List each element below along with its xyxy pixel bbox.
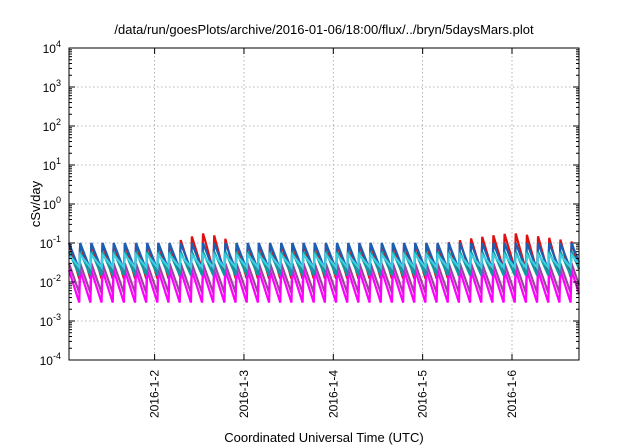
- y-tick-label: 104: [43, 39, 61, 56]
- chart-title: /data/run/goesPlots/archive/2016-01-06/1…: [114, 22, 534, 37]
- y-tick-label: 10-2: [40, 273, 61, 290]
- series-group: [67, 233, 581, 303]
- x-axis-label: Coordinated Universal Time (UTC): [224, 430, 423, 445]
- x-tick-label: 2016-1-4: [326, 370, 340, 418]
- x-axis-ticks: 2016-1-2 2016-1-3 2016-1-4 2016-1-5 2016-1-6: [148, 48, 519, 418]
- x-tick-label: 2016-1-6: [505, 370, 519, 418]
- series-line-5: [67, 251, 581, 276]
- grid: [69, 48, 579, 360]
- y-axis-label: cSv/day: [28, 180, 43, 227]
- y-tick-label: 102: [43, 117, 61, 134]
- y-tick-label: 10-3: [40, 312, 61, 329]
- y-tick-label: 10-1: [40, 234, 61, 251]
- y-tick-label: 101: [43, 156, 61, 173]
- y-tick-label: 100: [43, 195, 61, 212]
- series-line-2: [67, 263, 581, 294]
- x-tick-label: 2016-1-5: [416, 370, 430, 418]
- y-tick-label: 103: [43, 78, 61, 95]
- x-tick-label: 2016-1-3: [237, 370, 251, 418]
- x-tick-label: 2016-1-2: [148, 370, 162, 418]
- y-tick-label: 10-4: [40, 351, 61, 368]
- y-axis-ticks: 10-4 10-3 10-2 10-1 100 101 102 103 104: [40, 39, 579, 368]
- series-line-6: [68, 251, 580, 271]
- series-line-3: [67, 269, 581, 303]
